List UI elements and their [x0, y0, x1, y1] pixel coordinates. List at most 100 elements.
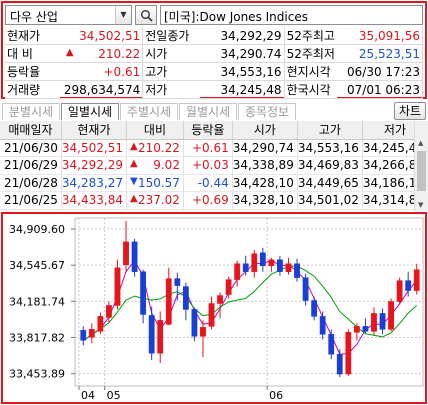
column-header[interactable]: 저가 [362, 121, 428, 140]
rate-cell: -0.44 [183, 174, 233, 192]
quote-row: 대 비 ▲ 210.22 시가 34,290.74 52주최저 25,523,51 [5, 44, 423, 63]
quote-value-text: 210.22 [98, 46, 141, 61]
ma-short-line [83, 259, 418, 355]
daily-row[interactable]: 21/06/25 34,433,84 ▲ 237.02 +0.69 34,328,10 34… [0, 191, 428, 210]
candle-body [336, 353, 343, 375]
candle-body [345, 332, 352, 375]
tab-weekly[interactable]: 주별시세 [120, 103, 178, 120]
scroll-thumb[interactable] [417, 151, 426, 191]
market-select[interactable]: 다우 산업 ▼ [5, 5, 132, 25]
chart-panel: 34,909.60 34,545.67 34,181.74 33,817.82 33,4… [1, 212, 427, 404]
quote-row: 등락율 +0.61 고가 34,553,16 현지시각 06/30 17:23 [5, 62, 423, 81]
search-button[interactable] [135, 5, 157, 25]
candle-down [311, 296, 318, 321]
daily-table: 매매일자 현재가 대비 등락율 시가 고가 저가 21/06/30 34,502,51 ▲ 210.… [0, 121, 428, 210]
scroll-down-icon[interactable]: ▼ [418, 201, 424, 209]
candle-body [106, 305, 112, 318]
column-header[interactable]: 현재가 [61, 121, 127, 140]
candle-body [131, 241, 138, 272]
candle-up [225, 276, 232, 299]
date-cell: 21/06/29 [0, 156, 62, 175]
candle-up [285, 257, 292, 275]
search-icon [141, 10, 153, 22]
scroll-up-icon[interactable]: ▲ [418, 139, 424, 147]
date-cell: 21/06/30 [0, 139, 62, 157]
quote-label: 등락율 [5, 62, 60, 81]
candle-up [123, 220, 129, 272]
quote-value: 06/30 17:23 [336, 62, 423, 81]
quote-label: 52주최고 [284, 27, 337, 45]
quote-row: 거래량 298,634,574 저가 34,245,48 한국시각 07/01 06:23 [5, 80, 423, 99]
symbol-name-field[interactable]: [미국]:Dow Jones Indices [160, 5, 423, 25]
candle-body [371, 313, 377, 332]
quote-value-text: 34,502,51 [79, 28, 141, 43]
quote-table: 현재가 34,502,51 전일종가 34,292,29 52주최고 35,091,56 대… [5, 27, 423, 99]
diff-value: 237.02 [137, 193, 180, 208]
rate-cell: +0.03 [183, 156, 233, 175]
candle-down [148, 306, 155, 361]
quote-value: 34,290.74 [200, 44, 285, 63]
quote-value: 34,245,48 [200, 80, 285, 99]
daily-row[interactable]: 21/06/30 34,502,51 ▲ 210.22 +0.61 34,290,74 34… [0, 139, 428, 157]
candle-body [174, 278, 181, 286]
quote-panel: 다우 산업 ▼ [미국]:Dow Jones Indices 현재가 34,502… [1, 1, 427, 99]
quote-value: 34,292,29 [200, 27, 285, 45]
column-header[interactable]: 고가 [297, 121, 363, 140]
down-arrow-icon: ▼ [129, 175, 138, 187]
tab-info[interactable]: 종목정보 [238, 103, 296, 120]
candle-body [277, 259, 283, 272]
tab-monthly[interactable]: 월별시세 [179, 103, 237, 120]
candle-down [80, 326, 87, 346]
candle-body [413, 269, 420, 291]
candle-up [251, 249, 258, 278]
daily-row[interactable]: 21/06/28 34,283,27 ▼ 150.57 -0.44 34,428,10 34… [0, 174, 428, 192]
candle-up [371, 307, 377, 336]
daily-header-row: 매매일자 현재가 대비 등락율 시가 고가 저가 [0, 121, 428, 140]
candle-down [405, 271, 412, 297]
candle-down [319, 311, 326, 340]
candlestick-chart[interactable]: 34,909.60 34,545.67 34,181.74 33,817.82 33,4… [3, 214, 425, 402]
diff-cell: ▲ 210.22 [126, 139, 184, 157]
search-row: 다우 산업 ▼ [미국]:Dow Jones Indices [5, 5, 423, 26]
tab-daily[interactable]: 일별시세 [61, 103, 119, 120]
candle-down [328, 329, 335, 360]
quote-value: +0.61 [59, 62, 144, 81]
candle-down [174, 272, 181, 301]
low-cell: 34,245,48 [362, 139, 428, 157]
candle-body [182, 286, 189, 310]
price-cell: 34,433,84 [61, 191, 127, 210]
candle-down [336, 349, 343, 378]
column-header[interactable]: 대비 [126, 121, 184, 140]
candle-body [200, 327, 206, 337]
rate-cell: +0.61 [183, 139, 233, 157]
chart-button[interactable]: 차트 [394, 102, 426, 120]
date-cell: 21/06/25 [0, 191, 62, 210]
candle-down [379, 308, 386, 335]
tab-bar: 분별시세 일별시세 주별시세 월별시세 종목정보 차트 [0, 101, 428, 120]
quote-row: 현재가 34,502,51 전일종가 34,292,29 52주최고 35,091,56 [5, 27, 423, 45]
scrollbar[interactable]: ▲ ▼ [414, 121, 428, 211]
daily-row[interactable]: 21/06/29 34,292,29 ▲ 9.02 +0.03 34,338,89 34,4… [0, 156, 428, 175]
rate-cell: +0.69 [183, 191, 233, 210]
open-cell: 34,338,89 [232, 156, 298, 175]
candle-down [302, 273, 309, 306]
quote-value-text: +0.61 [103, 64, 141, 79]
y-tick-label: 33,453.89 [9, 368, 65, 381]
column-header[interactable]: 등락율 [183, 121, 233, 140]
diff-cell: ▲ 9.02 [126, 156, 184, 175]
up-arrow-icon: ▲ [129, 158, 138, 170]
candle-up [388, 298, 394, 332]
column-header[interactable]: 매매일자 [0, 121, 62, 140]
tab-minute[interactable]: 분별시세 [2, 103, 60, 120]
quote-value: 35,091,56 [336, 27, 423, 45]
candle-body [140, 271, 147, 315]
x-tick-label: 05 [107, 389, 121, 402]
price-cell: 34,283,27 [61, 174, 127, 192]
chevron-down-icon[interactable]: ▼ [115, 6, 131, 24]
y-tick-label: 34,909.60 [9, 223, 65, 236]
candle-down [362, 318, 369, 334]
candle-down [191, 307, 198, 342]
diff-cell: ▼ 150.57 [126, 174, 184, 192]
column-header[interactable]: 시가 [232, 121, 298, 140]
high-cell: 34,501,02 [297, 191, 363, 210]
